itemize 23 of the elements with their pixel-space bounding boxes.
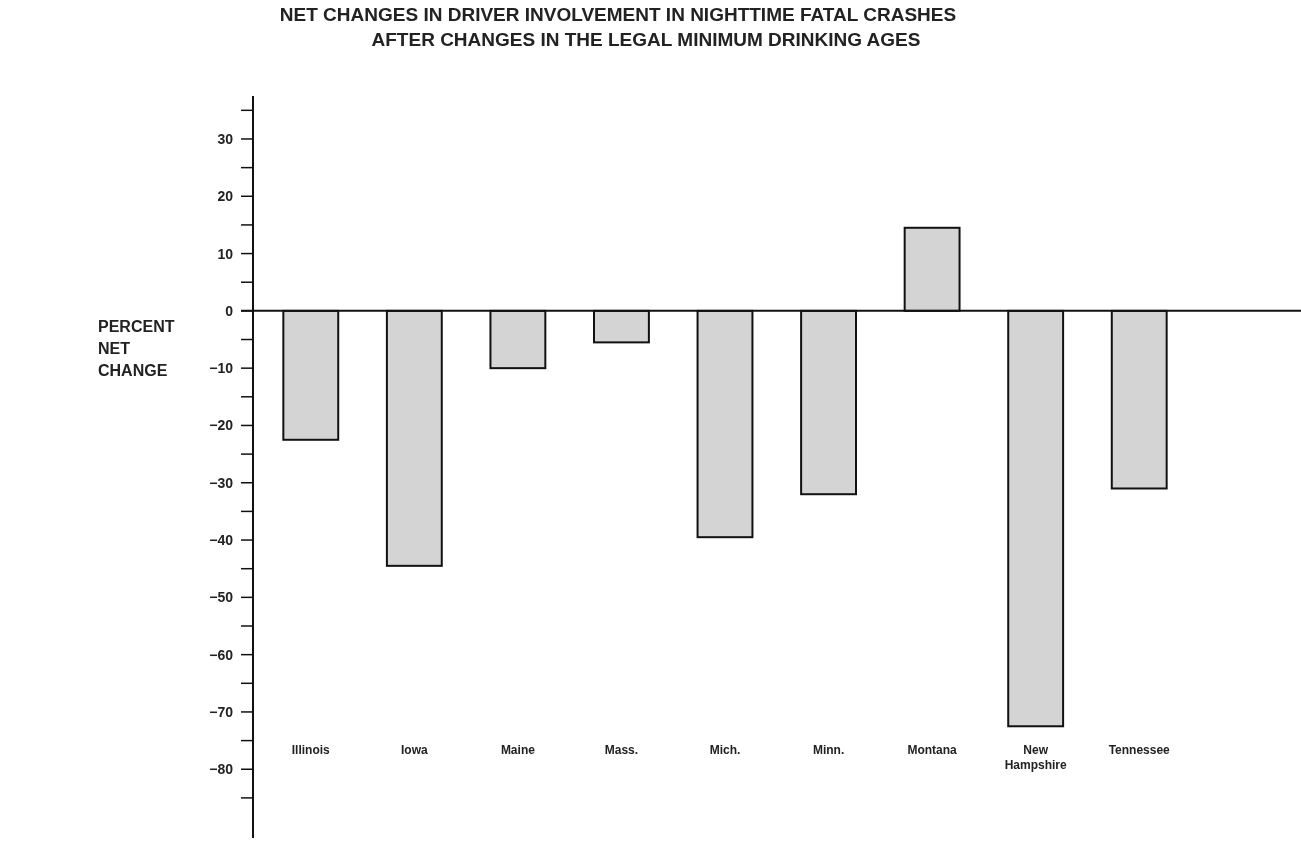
x-tick-label: Maine — [500, 743, 536, 758]
x-tick-label: New Hampshire — [1004, 743, 1067, 773]
y-tick-label: −80 — [209, 761, 234, 778]
x-tick-label: Iowa — [401, 743, 428, 758]
x-tick-label: Minn. — [812, 743, 845, 758]
y-tick-label: 30 — [217, 130, 234, 147]
y-tick-label: −10 — [209, 360, 234, 377]
x-tick-label: Mich. — [709, 743, 741, 758]
y-tick-label: −70 — [209, 703, 234, 720]
y-tick-label: 0 — [225, 302, 234, 319]
x-tick-label: Montana — [907, 743, 958, 758]
y-tick-label: −60 — [209, 646, 234, 663]
y-axis-title: PERCENT NET CHANGE — [98, 318, 175, 379]
y-tick-label: 20 — [217, 188, 234, 205]
x-tick-label: Mass. — [604, 743, 639, 758]
y-tick-label: 10 — [217, 245, 234, 262]
chart-title: NET CHANGES IN DRIVER INVOLVEMENT IN NIGHTTIME FATAL CRASHES AFTER CHANGES IN THE LEGAL MINIMUM DRINKING AGES — [279, 4, 957, 50]
y-tick-label: −20 — [209, 417, 234, 434]
y-tick-label: −40 — [209, 532, 234, 549]
x-tick-label: Illinois — [291, 743, 331, 758]
y-tick-label: −50 — [209, 589, 234, 606]
y-tick-label: −30 — [209, 474, 234, 491]
x-tick-label: Tennessee — [1108, 743, 1171, 758]
